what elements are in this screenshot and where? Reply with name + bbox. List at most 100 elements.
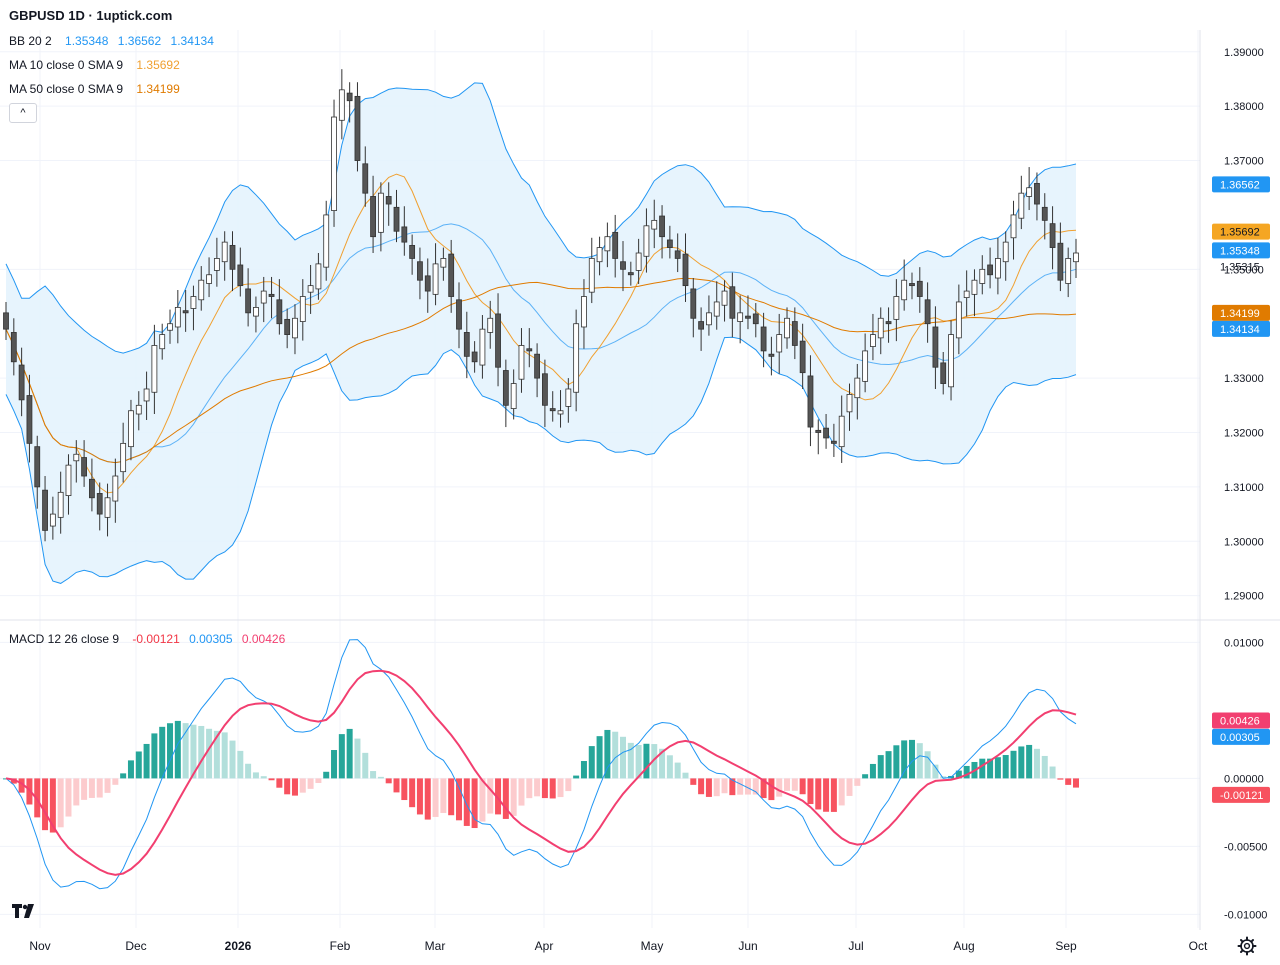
legend-ma10[interactable]: MA 10 close 0 SMA 9 1.35692 xyxy=(9,58,182,72)
macd-hist-bar xyxy=(323,771,330,779)
price-tick-label: 1.32000 xyxy=(1224,428,1264,440)
macd-hist-bar xyxy=(580,761,587,779)
macd-hist-bar xyxy=(112,778,119,785)
candle-down xyxy=(3,312,9,330)
price-tag-label-macd-signal: 0.00426 xyxy=(1220,715,1260,727)
candle-down xyxy=(1041,206,1048,221)
macd-hist-bar xyxy=(393,778,400,793)
legend-bb-lower: 1.34134 xyxy=(170,34,214,48)
legend-macd-label: MACD 12 26 close 9 xyxy=(9,632,120,646)
candle-up xyxy=(432,263,439,295)
candle-down xyxy=(245,288,252,314)
candle-down xyxy=(502,370,509,406)
candle-down xyxy=(729,286,736,319)
candle-down xyxy=(682,253,689,287)
macd-hist-bar xyxy=(776,778,783,797)
macd-hist-bar xyxy=(526,778,533,799)
macd-hist-bar xyxy=(495,778,502,815)
candle-down xyxy=(612,231,619,259)
macd-hist-bar xyxy=(518,778,525,806)
candle-up xyxy=(994,258,1001,279)
macd-hist-bar xyxy=(291,778,298,796)
macd-hist-bar xyxy=(924,751,931,779)
macd-hist-bar xyxy=(604,729,611,779)
settings-gear-icon[interactable] xyxy=(1237,936,1257,956)
candle-down xyxy=(768,353,775,357)
candle-up xyxy=(979,268,986,284)
candle-up xyxy=(331,116,337,211)
bb-upper-line xyxy=(5,82,1077,354)
candle-down xyxy=(89,478,95,499)
candle-up xyxy=(721,290,728,306)
candle-down xyxy=(237,264,244,287)
candle-down xyxy=(807,375,814,428)
legend-bb[interactable]: BB 20 2 1.35348 1.36562 1.34134 xyxy=(9,34,216,48)
candle-down xyxy=(620,261,626,270)
candle-up xyxy=(893,296,900,320)
candle-down xyxy=(909,283,915,287)
candle-up xyxy=(862,350,869,382)
candle-up xyxy=(635,252,642,271)
legend-macd-macd: 0.00305 xyxy=(189,632,233,646)
legend-ma50[interactable]: MA 50 close 0 SMA 9 1.34199 xyxy=(9,82,182,96)
price-tag-bb-basis xyxy=(1212,242,1270,259)
collapse-legend-button[interactable]: ^ xyxy=(9,103,37,123)
candle-down xyxy=(534,353,540,379)
macd-hist-bar xyxy=(88,778,95,798)
legend-macd[interactable]: MACD 12 26 close 9 -0.00121 0.00305 0.00… xyxy=(9,632,287,646)
candle-down xyxy=(799,340,806,374)
macd-hist-bar xyxy=(159,726,166,779)
candle-down xyxy=(182,310,189,314)
candle-down xyxy=(424,275,431,292)
macd-hist-bar xyxy=(49,778,56,833)
candle-up xyxy=(581,296,587,328)
candle-up xyxy=(1018,192,1025,219)
macd-hist-bar xyxy=(26,778,33,805)
macd-hist-bar xyxy=(182,723,189,779)
price-tag-bb-lower xyxy=(1212,320,1270,337)
macd-hist-bar xyxy=(698,778,705,795)
candle-up xyxy=(838,415,845,448)
candle-up xyxy=(112,475,119,502)
price-tick-label: 1.29000 xyxy=(1224,591,1264,603)
candle-up xyxy=(1002,241,1009,263)
legend-bb-label: BB 20 2 xyxy=(9,34,52,48)
macd-hist-bar xyxy=(1026,744,1033,779)
x-axis-label: Jun xyxy=(738,939,757,953)
macd-hist-bar xyxy=(987,758,994,779)
candle-up xyxy=(784,317,790,339)
macd-hist-bar xyxy=(588,746,595,779)
macd-hist-bar xyxy=(34,778,41,818)
macd-hist-bar xyxy=(1049,766,1056,779)
candle-down xyxy=(627,272,634,276)
candle-up xyxy=(643,225,650,257)
candle-down xyxy=(463,332,470,357)
candle-up xyxy=(292,317,298,339)
macd-hist-bar xyxy=(815,778,822,810)
candle-down xyxy=(932,326,939,368)
candle-up xyxy=(299,296,306,322)
candle-down xyxy=(745,315,751,319)
macd-hist-bar xyxy=(659,748,666,779)
candle-up xyxy=(737,312,744,322)
macd-hist-bar xyxy=(838,778,845,806)
candle-up xyxy=(65,464,72,497)
price-tick-label: 1.33000 xyxy=(1224,373,1264,385)
macd-hist-bar xyxy=(885,751,892,779)
candle-down xyxy=(760,326,767,352)
macd-hist-bar xyxy=(346,728,353,779)
price-tag-macd-signal xyxy=(1212,712,1270,729)
candle-down xyxy=(417,261,423,281)
candle-up xyxy=(120,442,127,473)
legend-ma50-value: 1.34199 xyxy=(136,82,180,96)
candle-down xyxy=(916,280,923,297)
macd-hist-bar xyxy=(932,764,939,779)
tradingview-logo-icon[interactable] xyxy=(10,900,38,920)
macd-hist-bar xyxy=(682,772,689,779)
candle-up xyxy=(260,290,267,304)
candle-up xyxy=(213,258,220,271)
macd-hist-bar xyxy=(1065,778,1072,785)
macd-hist-bar xyxy=(65,778,72,817)
